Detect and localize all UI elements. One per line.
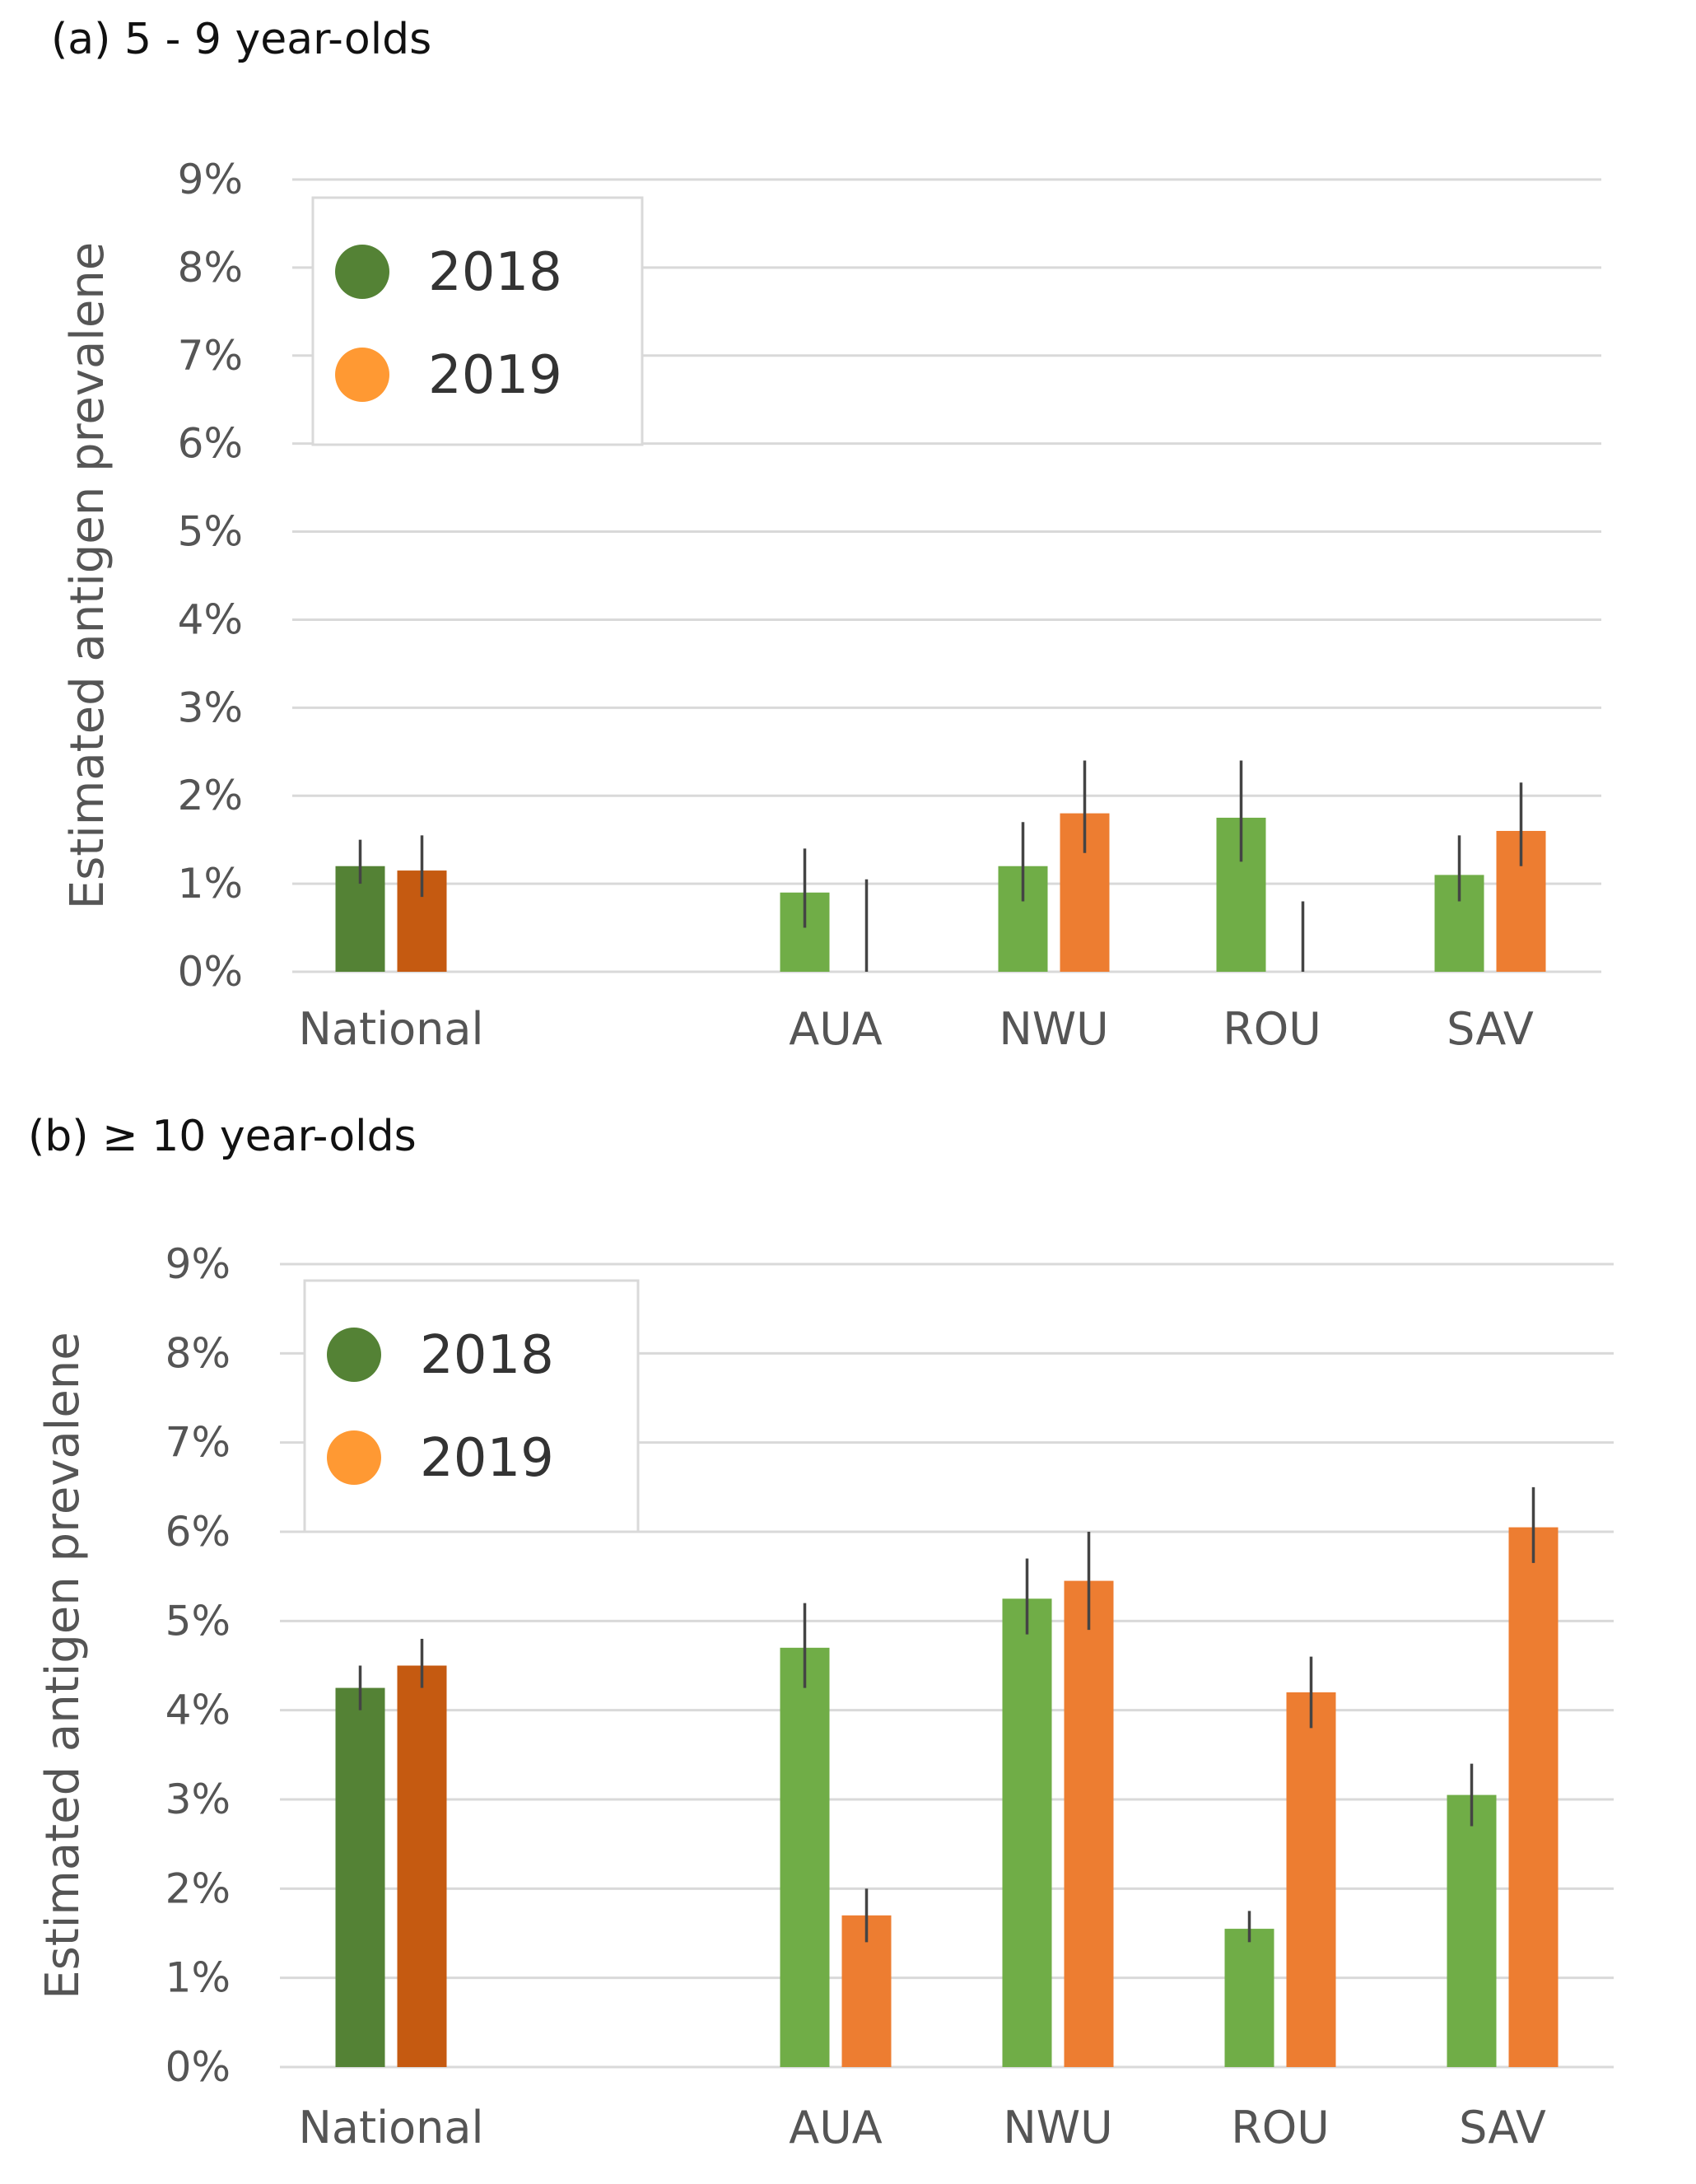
- legend-marker-2018: [335, 245, 389, 299]
- x-tick-label: NWU: [999, 1003, 1108, 1055]
- y-tick-label: 1%: [178, 860, 243, 908]
- chart-a: 0% 1% 2% 3% 4% 5% 6% 7% 8% 9% Estimated antigen pr…: [61, 156, 1601, 1055]
- x-tick-label: ROU: [1231, 2102, 1330, 2154]
- x-tick-label: SAV: [1459, 2102, 1546, 2154]
- legend: 2018 2019: [303, 1279, 640, 1533]
- y-axis-label: Estimated antigen prevalene: [36, 1332, 90, 2000]
- legend-marker-2019: [327, 1430, 381, 1485]
- legend-marker-2018: [327, 1328, 381, 1382]
- y-tick-label: 2%: [178, 772, 243, 819]
- bar-2018-ROU: [1224, 1929, 1274, 2067]
- legend-box: [303, 1279, 640, 1533]
- x-tick-label: National: [298, 2102, 483, 2154]
- y-tick-label: 1%: [165, 1954, 231, 2002]
- y-tick-label: 7%: [165, 1419, 231, 1467]
- y-tick-label: 3%: [178, 684, 243, 731]
- y-tick-label: 6%: [165, 1508, 231, 1556]
- x-tick-label: AUA: [789, 1003, 882, 1055]
- y-tick-label: 9%: [165, 1240, 231, 1288]
- y-tick-label: 5%: [178, 508, 243, 556]
- x-tick-label: AUA: [789, 2102, 882, 2154]
- legend-label-2019: 2019: [420, 1428, 554, 1489]
- y-tick-label: 0%: [165, 2043, 231, 2091]
- y-tick-label: 4%: [178, 595, 243, 643]
- x-tick-label: National: [298, 1003, 483, 1055]
- bar-2018-SAV: [1447, 1794, 1497, 2067]
- y-tick-label: 6%: [178, 420, 243, 468]
- x-tick-label: ROU: [1223, 1003, 1321, 1055]
- y-tick-label: 3%: [165, 1776, 231, 1823]
- bar-2019-ROU: [1286, 1692, 1336, 2067]
- y-tick-label: 7%: [178, 332, 243, 380]
- bar-2019-SAV: [1508, 1527, 1559, 2067]
- panel-b-title: (b) ≥ 10 year-olds: [28, 1112, 417, 1161]
- x-tick-label: SAV: [1447, 1003, 1534, 1055]
- legend-label-2018: 2018: [420, 1325, 554, 1386]
- legend-label-2018: 2018: [428, 242, 562, 303]
- legend-box: [311, 196, 644, 446]
- chart-b: 0% 1% 2% 3% 4% 5% 6% 7% 8% 9% Estimated antigen pr…: [36, 1240, 1614, 2154]
- bar-2019-NWU: [1064, 1580, 1114, 2067]
- bar-2018-NWU: [1002, 1598, 1052, 2067]
- y-tick-label: 8%: [165, 1329, 231, 1377]
- x-tick-label: NWU: [1003, 2102, 1112, 2154]
- panel-a-title: (a) 5 - 9 year-olds: [51, 15, 432, 64]
- y-tick-label: 2%: [165, 1864, 231, 1912]
- y-tick-label: 8%: [178, 244, 243, 292]
- y-axis-label: Estimated antigen prevalene: [61, 242, 114, 910]
- bar-2018-National: [335, 1687, 385, 2067]
- bar-2018-AUA: [780, 1647, 830, 2067]
- legend: 2018 2019: [311, 196, 644, 446]
- y-tick-label: 9%: [178, 156, 243, 203]
- y-tick-label: 5%: [165, 1597, 231, 1645]
- y-tick-label: 0%: [178, 948, 243, 996]
- legend-marker-2019: [335, 348, 389, 402]
- y-tick-label: 4%: [165, 1687, 231, 1734]
- legend-label-2019: 2019: [428, 345, 562, 406]
- bar-2019-National: [397, 1665, 447, 2067]
